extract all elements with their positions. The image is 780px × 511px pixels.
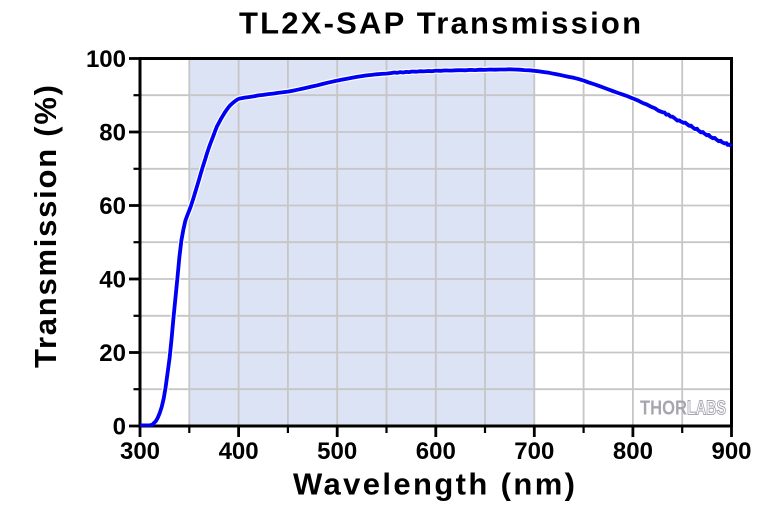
svg-text:40: 40 [99, 267, 126, 294]
svg-text:700: 700 [514, 438, 554, 465]
svg-text:LABS: LABS [687, 398, 726, 420]
svg-text:TL2X-SAP Transmission: TL2X-SAP Transmission [239, 6, 641, 41]
svg-text:500: 500 [317, 438, 357, 465]
svg-text:800: 800 [613, 438, 653, 465]
svg-text:60: 60 [99, 193, 126, 220]
svg-text:0: 0 [113, 414, 126, 441]
svg-text:100: 100 [86, 46, 126, 73]
svg-text:Transmission (%): Transmission (%) [28, 85, 63, 368]
svg-text:300: 300 [120, 438, 160, 465]
svg-text:Wavelength (nm): Wavelength (nm) [293, 467, 575, 502]
svg-text:THOR: THOR [640, 398, 687, 420]
svg-text:400: 400 [219, 438, 259, 465]
svg-text:20: 20 [99, 340, 126, 367]
svg-text:80: 80 [99, 120, 126, 147]
svg-text:900: 900 [711, 438, 751, 465]
svg-text:600: 600 [416, 438, 456, 465]
